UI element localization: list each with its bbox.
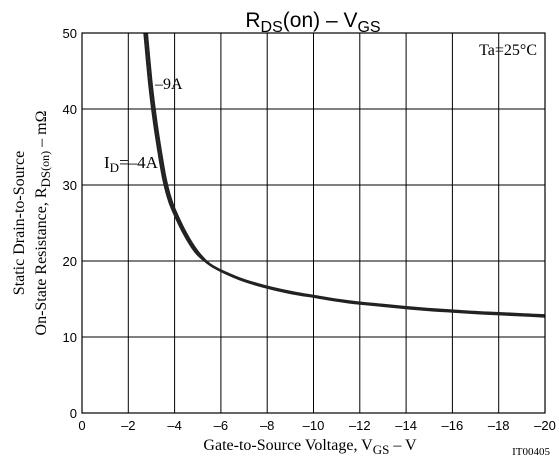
chart-title-sub2: GS (357, 19, 380, 36)
x-axis-label-sub: GS (373, 442, 390, 457)
series-line-9a (143, 32, 546, 317)
x-tick-label: 0 (78, 418, 85, 433)
y-axis-label-line2-sub: DS (38, 171, 53, 188)
x-tick-label: –4 (167, 418, 181, 433)
series-label-4a-base: I (104, 153, 110, 172)
series-label-9a: –9A (154, 76, 183, 93)
x-tick-label: –8 (260, 418, 274, 433)
y-axis-label-line1: Static Drain-to-Source (11, 151, 28, 295)
x-tick-label: –16 (442, 418, 464, 433)
chart-title-base: R (245, 9, 260, 32)
y-axis-label-line2-mid: (on) (38, 151, 52, 171)
plot-frame (81, 32, 546, 414)
x-tick-label: –6 (214, 418, 228, 433)
y-axis-label: Static Drain-to-Source On-State Resistan… (11, 110, 53, 335)
y-tick-label: 40 (63, 102, 77, 117)
y-axis-label-line2: On-State Resistance, RDS(on) – mΩ (33, 110, 53, 335)
series-label-4a-post: =–4A (119, 153, 159, 172)
y-axis-label-line2-pre: On-State Resistance, R (33, 187, 50, 335)
series-group (143, 32, 546, 318)
y-axis-label-line2-post: – mΩ (33, 110, 50, 150)
x-axis-label-post: – V (389, 437, 417, 454)
x-axis-label-pre: Gate-to-Source Voltage, V (203, 437, 373, 454)
x-tick-label: –14 (395, 418, 417, 433)
figure-id: IT00405 (512, 446, 550, 458)
series-line-4a (145, 32, 546, 318)
x-tick-label: –10 (303, 418, 325, 433)
temperature-annotation: Ta=25°C (479, 42, 537, 59)
chart-title: RDS(on) – VGS (245, 9, 380, 36)
chart-title-sub: DS (261, 19, 283, 36)
series-label-9a-text: –9A (154, 76, 183, 93)
series-label-4a-sub: D (110, 160, 119, 175)
x-tick-label: –18 (488, 418, 510, 433)
y-tick-label: 50 (63, 26, 77, 41)
y-tick-label: 0 (70, 406, 77, 421)
y-tick-label: 10 (63, 330, 77, 345)
y-tick-label: 30 (63, 178, 77, 193)
x-tick-label: –2 (121, 418, 135, 433)
x-tick-label: –12 (349, 418, 371, 433)
chart-title-mid: (on) – V (283, 9, 358, 32)
y-tick-label: 20 (63, 254, 77, 269)
series-label-4a: ID=–4A (104, 153, 159, 175)
tick-labels: 0 –2 –4 –6 –8 –10 –12 –14 –16 –18 –20 0 10 20 30 40 50 (63, 26, 556, 433)
x-axis-label: Gate-to-Source Voltage, VGS – V (203, 437, 417, 457)
x-tick-label: –20 (534, 418, 556, 433)
